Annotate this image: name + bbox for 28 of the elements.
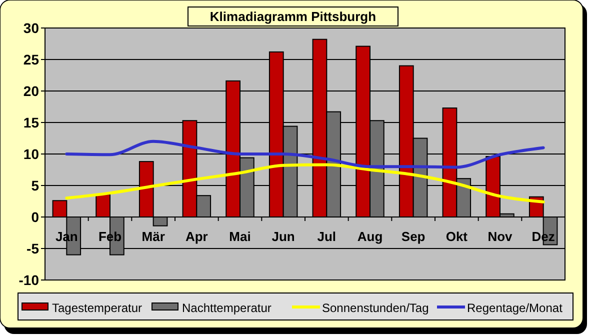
x-tick-label: Feb bbox=[98, 229, 122, 244]
x-tick-label: Apr bbox=[185, 229, 208, 244]
x-tick-label: Mär bbox=[142, 229, 165, 244]
x-tick-label: Sep bbox=[401, 229, 426, 244]
x-tick-label: Aug bbox=[357, 229, 383, 244]
x-tick-label: Mai bbox=[229, 229, 251, 244]
y-tick-label: 20 bbox=[23, 83, 40, 99]
x-tick-label: Okt bbox=[446, 229, 468, 244]
y-tick-label: 10 bbox=[23, 146, 40, 162]
x-tick-label: Nov bbox=[488, 229, 514, 244]
x-tick-label: Jul bbox=[317, 229, 336, 244]
y-tick-label: 0 bbox=[31, 209, 40, 225]
line-series bbox=[65, 163, 545, 204]
y-tick-label: 5 bbox=[31, 178, 40, 194]
y-tick-label: -10 bbox=[18, 272, 40, 288]
x-tick-label: Dez bbox=[532, 229, 556, 244]
legend-label: Tagestemperatur bbox=[52, 301, 142, 315]
y-tick-label: 25 bbox=[23, 52, 40, 68]
legend-label: Sonnenstunden/Tag bbox=[322, 301, 429, 315]
x-tick-label: Jun bbox=[272, 229, 295, 244]
x-tick-label: Jan bbox=[55, 229, 78, 244]
line-series bbox=[65, 140, 545, 169]
y-tick-label: 15 bbox=[23, 114, 40, 130]
chart-title: Klimadiagramm Pittsburgh bbox=[210, 9, 376, 24]
legend-label: Nachttemperatur bbox=[182, 301, 272, 315]
legend-label: Regentage/Monat bbox=[467, 301, 564, 315]
y-tick-label: 30 bbox=[23, 20, 40, 36]
y-tick-label: -5 bbox=[26, 240, 40, 256]
